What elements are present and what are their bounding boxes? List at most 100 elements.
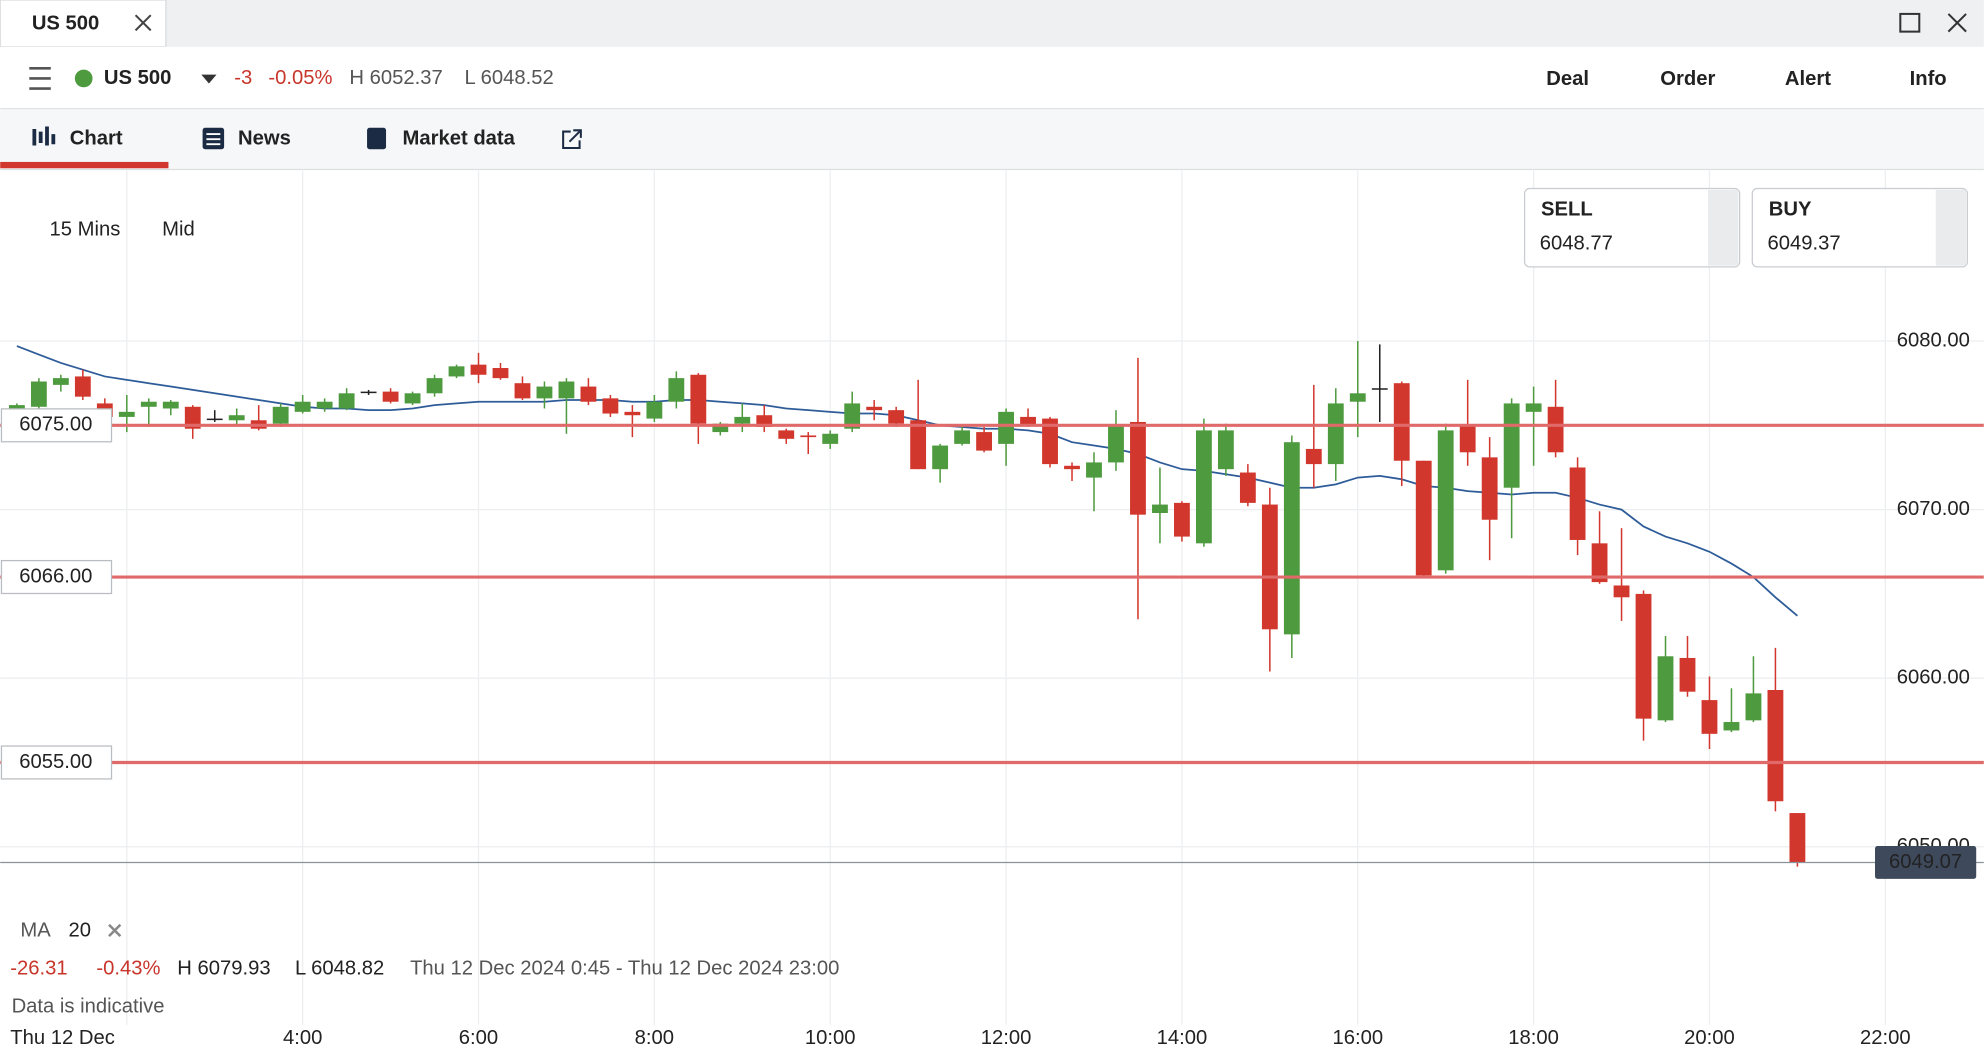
deal-button[interactable]: Deal (1546, 68, 1589, 90)
candle-body (30, 381, 47, 407)
candle-body (910, 420, 927, 470)
remove-indicator-icon[interactable] (108, 923, 122, 938)
candle-body (1503, 403, 1520, 488)
candle-body (1305, 448, 1322, 465)
info-button[interactable]: Info (1910, 68, 1947, 90)
window-tab[interactable] (0, 0, 167, 48)
candle-body (800, 435, 817, 438)
candle-body (1415, 460, 1432, 576)
y-tick-label: 6080.00 (1897, 329, 1970, 351)
candle-body (184, 406, 201, 429)
close-window-icon[interactable] (1947, 13, 1967, 33)
candle-body (206, 418, 223, 421)
candle-body (1020, 416, 1036, 426)
candle-body (1569, 467, 1586, 540)
instrument-dropdown[interactable] (201, 74, 217, 84)
x-tick-label: Thu 12 Dec (10, 1027, 115, 1049)
candle-body (1195, 430, 1212, 544)
active-tab-indicator (0, 161, 169, 169)
alert-button[interactable]: Alert (1785, 68, 1831, 90)
candle-body (712, 423, 729, 433)
candle-body (1437, 430, 1454, 571)
candle-body (1130, 421, 1146, 515)
candle-body (844, 403, 861, 429)
price-level-label: 6055.00 (19, 751, 92, 773)
close-tab-icon[interactable] (134, 14, 152, 32)
candle-body (426, 378, 443, 394)
sell-button[interactable] (1523, 187, 1741, 268)
candle-body (690, 374, 707, 424)
candle-body (1591, 543, 1608, 583)
candle-body (1701, 700, 1718, 734)
buy-button[interactable] (1751, 187, 1968, 268)
candle-body (382, 391, 399, 402)
maximize-icon[interactable] (1899, 12, 1921, 33)
header-high: H 6052.37 (349, 67, 442, 89)
interval-selector[interactable]: 15 Mins (50, 219, 121, 241)
tab-bar (0, 110, 1984, 170)
candle-body (1042, 418, 1058, 465)
candle-body (1547, 406, 1564, 453)
order-button[interactable]: Order (1660, 68, 1715, 90)
candle-body (1152, 504, 1168, 513)
candle-body (1349, 393, 1366, 402)
market-status-dot (74, 69, 93, 88)
x-tick-label: 8:00 (635, 1027, 674, 1049)
candle-body (668, 378, 685, 402)
menu-icon[interactable] (29, 67, 51, 90)
price-type-selector[interactable]: Mid (162, 219, 195, 241)
last-price-label: 6049.07 (1889, 851, 1962, 873)
last-price-tag (1875, 846, 1977, 879)
moving-average-line (16, 345, 1798, 617)
indicator-name: MA (20, 919, 51, 941)
summary-change: -26.31 (10, 957, 67, 979)
summary-high: H 6079.93 (177, 957, 270, 979)
instrument-name[interactable]: US 500 (104, 67, 172, 89)
candle-body (448, 366, 465, 377)
candle-body (976, 432, 992, 451)
candle-body (536, 386, 553, 399)
candle-body (866, 406, 883, 411)
candle-body (1393, 383, 1410, 461)
x-tick-label: 20:00 (1684, 1027, 1735, 1049)
chart-tab[interactable]: Chart (70, 128, 123, 150)
sell-button-strip (1708, 189, 1739, 266)
market-data-tab[interactable]: Market data (402, 128, 515, 150)
external-link-icon[interactable] (562, 129, 582, 150)
candle-body (360, 391, 377, 394)
price-level-tag (0, 559, 113, 595)
indicator-period[interactable]: 20 (69, 919, 92, 941)
candle-body (558, 381, 575, 399)
candle-body (822, 433, 839, 444)
candle-body (1108, 425, 1124, 463)
candle-body (1745, 693, 1762, 721)
candle-body (294, 401, 311, 412)
candle-body (470, 364, 487, 375)
candle-body (492, 368, 509, 379)
candle-body (1481, 457, 1498, 520)
candle-body (1086, 462, 1102, 478)
candle-body (1217, 430, 1234, 470)
y-tick-label: 6070.00 (1897, 498, 1970, 520)
chart-area: Thu 12 Dec 4:00 6:00 8:00 10:00 12:00 14:00 16:… (0, 170, 1984, 1049)
candle-body (1723, 722, 1740, 731)
header-change-pct: -0.05% (268, 67, 332, 89)
candle-body (52, 378, 69, 385)
buy-button-strip (1935, 189, 1967, 266)
news-tab[interactable]: News (238, 128, 291, 150)
x-tick-label: 10:00 (805, 1027, 856, 1049)
candle-body (338, 393, 355, 409)
price-level-label: 6066.00 (19, 565, 92, 587)
candle-body (1635, 593, 1652, 719)
x-tick-label: 12:00 (981, 1027, 1032, 1049)
x-tick-label: 22:00 (1860, 1027, 1911, 1049)
candle-body (1767, 689, 1784, 802)
candle-body (932, 445, 949, 470)
candle-body (1261, 504, 1278, 630)
chart-tab-icon (32, 126, 56, 146)
candle-body (734, 416, 751, 424)
candle-body (1064, 465, 1080, 470)
candle-body (1283, 442, 1300, 635)
y-tick-label: 6060.00 (1897, 667, 1970, 689)
